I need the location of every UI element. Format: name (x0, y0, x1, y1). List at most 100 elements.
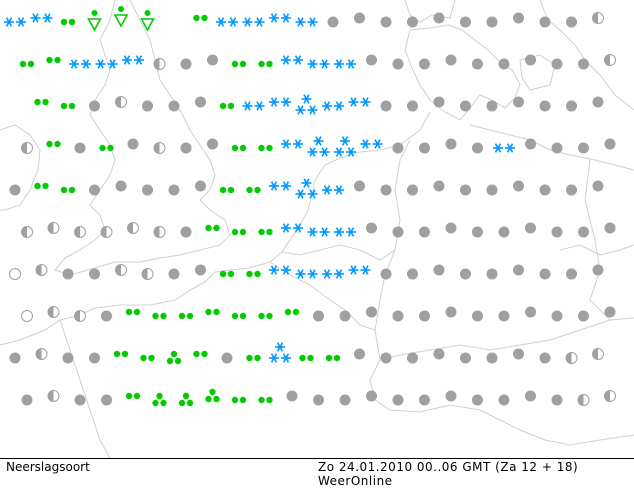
dry-dot (180, 142, 192, 154)
half-dot (100, 226, 113, 238)
dry-dot (168, 184, 180, 196)
dry-dot (433, 96, 445, 108)
dry-dot (380, 352, 392, 364)
dry-dot (525, 306, 536, 318)
dry-dot (445, 138, 457, 150)
dry-dot (513, 96, 524, 108)
dry-dot (472, 226, 483, 238)
dry-dot (498, 310, 510, 322)
rain-double-dot (219, 102, 235, 110)
coastline-channel-south (0, 261, 271, 346)
rain-double-dot (258, 396, 273, 404)
dry-dot (207, 54, 218, 66)
border-alps (499, 419, 634, 446)
dry-dot (433, 264, 445, 276)
dry-dot (127, 138, 139, 150)
dry-dot (407, 184, 418, 196)
dry-dot (486, 268, 498, 280)
dry-dot (525, 138, 536, 150)
dry-dot (498, 394, 510, 406)
dry-dot (419, 226, 430, 238)
dry-dot (525, 54, 536, 66)
dry-dot (539, 184, 551, 196)
dry-dot (115, 180, 127, 192)
rain-double-dot (152, 312, 167, 320)
dry-dot (460, 100, 471, 112)
precipitation-symbols (4, 6, 616, 407)
dry-dot (592, 180, 604, 192)
coastline-zealand (519, 54, 556, 91)
forecast-datetime: Zo 24.01.2010 00..06 GMT (Za 12 + 18) (318, 460, 579, 474)
dry-dot (539, 352, 551, 364)
dry-dot (498, 58, 510, 70)
dry-dot (472, 310, 483, 322)
dry-dot (566, 184, 577, 196)
snow-double-asterisk (281, 139, 303, 149)
border-france-switzerland (369, 359, 501, 421)
snow-double-asterisk (242, 101, 265, 111)
rain-double-dot (99, 144, 114, 152)
rain-double-dot (34, 182, 49, 190)
dry-dot (392, 226, 404, 238)
rain-double-dot (325, 354, 341, 362)
snow-double-asterisk (216, 17, 238, 27)
dry-dot (539, 100, 551, 112)
shower-triangle (113, 6, 129, 28)
snow-double-asterisk (322, 185, 344, 195)
dry-dot (207, 138, 218, 150)
snow-double-asterisk (322, 101, 344, 111)
rain-double-dot (258, 60, 273, 68)
dry-dot (366, 390, 377, 402)
dry-dot (433, 348, 445, 360)
dry-dot (433, 180, 445, 192)
dry-dot (566, 100, 577, 112)
coastline-ireland (0, 124, 41, 211)
dry-dot (89, 352, 100, 364)
dry-dot (366, 222, 377, 234)
rain-double-dot (125, 308, 141, 316)
snow-triple-asterisk (269, 342, 291, 363)
dry-dot (142, 184, 153, 196)
rain-double-dot (231, 228, 247, 236)
dry-dot (445, 222, 457, 234)
dry-dot (486, 184, 498, 196)
dry-dot (525, 222, 536, 234)
dry-dot (380, 100, 392, 112)
rain-double-dot (34, 98, 49, 106)
rain-double-dot (60, 18, 76, 26)
dry-dot (445, 306, 457, 318)
snow-triple-asterisk (307, 136, 330, 157)
dry-dot (74, 142, 86, 154)
snow-triple-asterisk (295, 178, 318, 199)
dry-dot (486, 16, 498, 28)
dry-dot (62, 268, 74, 280)
dry-dot (21, 394, 33, 406)
dry-dot (180, 58, 192, 70)
open-circle (21, 310, 33, 322)
open-circle (9, 268, 21, 280)
dry-dot (392, 58, 404, 70)
dry-dot (327, 16, 339, 28)
border-germany-west (374, 139, 411, 361)
coastline-denmark (404, 24, 521, 121)
coastline-north-sea-east (269, 111, 431, 263)
snow-double-asterisk (307, 227, 330, 237)
dry-dot (525, 390, 536, 402)
rain-double-dot (231, 396, 247, 404)
dry-dot (433, 12, 445, 24)
rain-double-dot (231, 60, 247, 68)
rain-double-dot (46, 140, 61, 148)
dry-dot (513, 180, 524, 192)
snow-double-asterisk (281, 223, 303, 233)
dry-dot (195, 96, 206, 108)
legend-label: Neerslagsoort (6, 460, 90, 474)
dry-dot (592, 96, 604, 108)
dry-dot (460, 268, 471, 280)
dry-dot (551, 142, 563, 154)
dry-dot (89, 268, 100, 280)
snow-double-asterisk (269, 13, 291, 23)
half-dot (35, 348, 48, 360)
dry-dot (407, 268, 418, 280)
shower-triangle (87, 10, 102, 32)
dry-dot (89, 184, 100, 196)
